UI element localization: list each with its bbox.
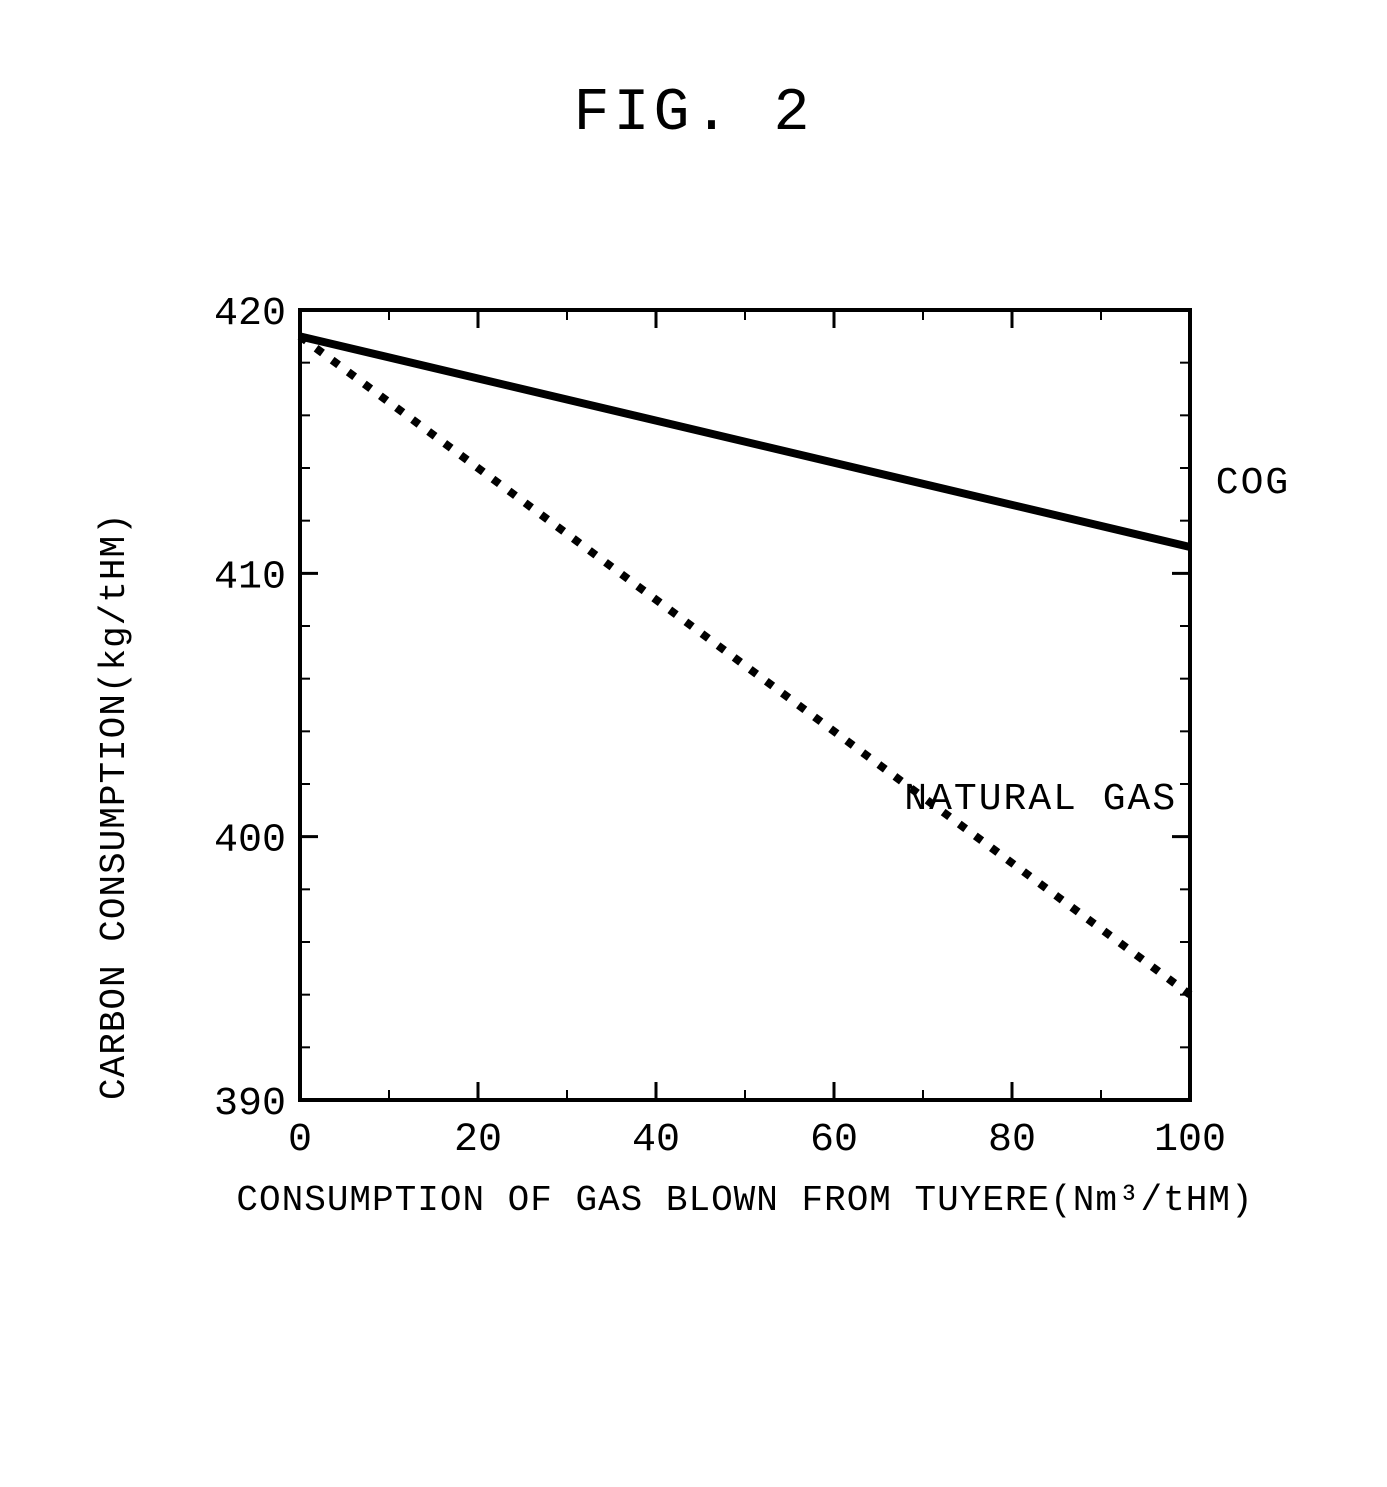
series-label-cog: COG xyxy=(1216,462,1290,505)
plot-area xyxy=(300,310,1190,1100)
x-tick-label: 100 xyxy=(1154,1118,1226,1163)
x-tick-label: 60 xyxy=(810,1118,858,1163)
chart-svg: 0 20 40 60 80 100 390 400 410 420 COG NATURAL GAS CO… xyxy=(190,290,1350,1270)
page: FIG. 2 0 20 40 60 80 100 390 400 410 420 COG NATURA… xyxy=(0,0,1387,1487)
y-tick-label: 420 xyxy=(214,292,286,337)
x-tick-label: 0 xyxy=(288,1118,312,1163)
x-tick-label: 40 xyxy=(632,1118,680,1163)
y-tick-label: 400 xyxy=(214,819,286,864)
chart-container: 0 20 40 60 80 100 390 400 410 420 COG NATURAL GAS CO… xyxy=(190,290,1350,1270)
x-tick-label: 80 xyxy=(988,1118,1036,1163)
y-tick-label: 390 xyxy=(214,1082,286,1127)
y-tick-label: 410 xyxy=(214,555,286,600)
figure-title: FIG. 2 xyxy=(573,80,813,148)
x-tick-label: 20 xyxy=(454,1118,502,1163)
series-label-natural-gas: NATURAL GAS xyxy=(904,778,1177,821)
x-axis-label: CONSUMPTION OF GAS BLOWN FROM TUYERE(Nm³… xyxy=(236,1180,1253,1221)
y-axis-label: CARBON CONSUMPTION(kg/tHM) xyxy=(94,512,135,1100)
